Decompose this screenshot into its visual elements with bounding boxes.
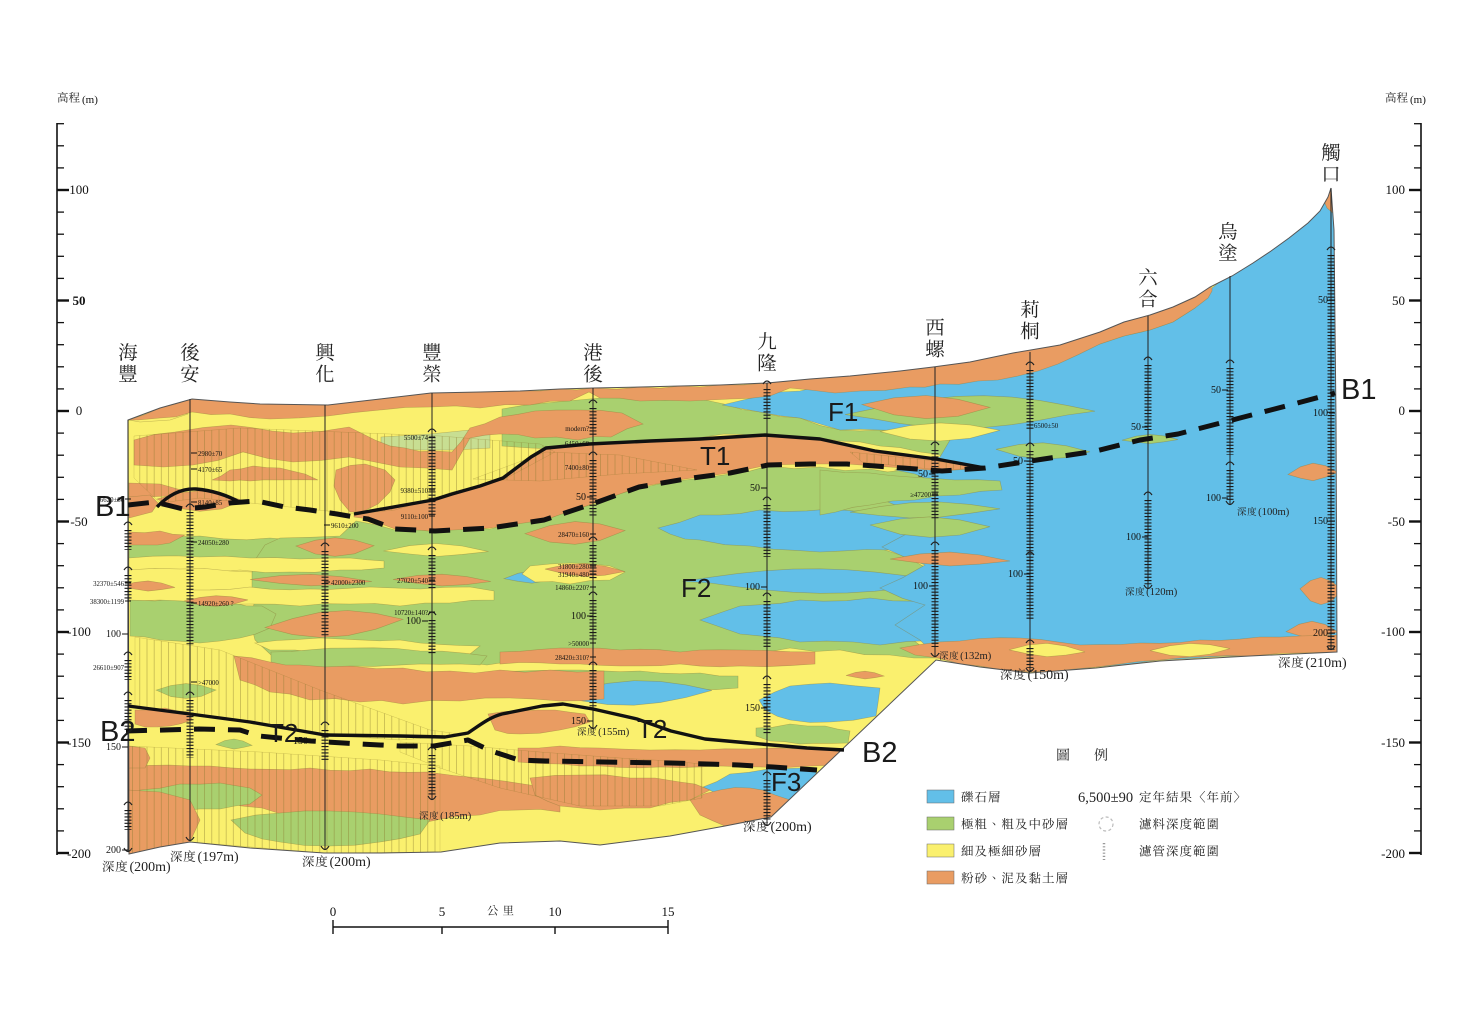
svg-text:4170±65: 4170±65: [198, 467, 223, 474]
svg-text:-150: -150: [67, 735, 91, 750]
svg-text:50: 50: [73, 293, 86, 308]
svg-text:200: 200: [106, 845, 121, 856]
svg-text:150: 150: [745, 703, 760, 714]
svg-text:2980±70: 2980±70: [198, 451, 223, 458]
svg-text:50: 50: [1392, 293, 1405, 308]
svg-text:10720±140?: 10720±140?: [394, 610, 428, 617]
svg-text:(100m): (100m): [1258, 507, 1290, 518]
svg-text:modern?: modern?: [565, 426, 589, 433]
svg-text:200: 200: [1313, 628, 1328, 639]
svg-text:>50000: >50000: [568, 641, 589, 648]
svg-text:(150m): (150m): [1028, 668, 1070, 683]
svg-text:(m): (m): [1410, 94, 1426, 106]
svg-text:50: 50: [576, 492, 586, 503]
svg-text:6450±60: 6450±60: [565, 441, 590, 448]
svg-text:(200m): (200m): [330, 855, 372, 870]
svg-text:7400±80: 7400±80: [565, 465, 590, 472]
svg-text:14920±260 ?: 14920±260 ?: [198, 601, 234, 608]
svg-text:100: 100: [1008, 569, 1023, 580]
svg-text:(185m): (185m): [440, 811, 472, 822]
svg-text:9610±200: 9610±200: [331, 523, 359, 530]
svg-text:(200m): (200m): [130, 860, 172, 875]
svg-text:F3: F3: [771, 767, 801, 797]
svg-text:42000±2300: 42000±2300: [331, 580, 366, 587]
svg-text:F1: F1: [828, 397, 858, 427]
svg-text:10: 10: [549, 904, 562, 919]
svg-text:B2: B2: [100, 716, 135, 748]
svg-text:50: 50: [1131, 422, 1141, 433]
svg-text:9380±510: 9380±510: [400, 488, 428, 495]
svg-text:5500±74: 5500±74: [404, 435, 429, 442]
svg-text:150: 150: [571, 716, 586, 727]
svg-text:(m): (m): [82, 94, 98, 106]
svg-text:>47000: >47000: [198, 680, 219, 687]
svg-text:150: 150: [106, 742, 121, 753]
svg-text:28470±160: 28470±160: [558, 532, 590, 539]
svg-text:27020±540: 27020±540: [397, 578, 429, 585]
svg-text:38300±1199: 38300±1199: [90, 599, 125, 606]
svg-text:0: 0: [330, 904, 337, 919]
svg-text:50: 50: [1211, 385, 1221, 396]
svg-text:100: 100: [69, 182, 89, 197]
svg-text:100: 100: [1313, 408, 1328, 419]
svg-text:50: 50: [750, 483, 760, 494]
svg-text:(197m): (197m): [198, 850, 240, 865]
svg-text:28420±310?: 28420±310?: [555, 655, 589, 662]
svg-text:≥47200: ≥47200: [910, 492, 931, 499]
svg-text:14860±220?: 14860±220?: [555, 585, 589, 592]
svg-text:T2: T2: [268, 718, 298, 748]
svg-text:50: 50: [1318, 295, 1328, 306]
svg-text:(120m): (120m): [1146, 587, 1178, 598]
svg-text:B1: B1: [1341, 374, 1376, 406]
svg-text:(210m): (210m): [1306, 656, 1348, 671]
svg-text:150: 150: [1313, 516, 1328, 527]
svg-text:24050±280: 24050±280: [198, 540, 230, 547]
svg-text:100: 100: [1386, 182, 1406, 197]
svg-text:0: 0: [76, 403, 83, 418]
svg-text:100: 100: [1126, 532, 1141, 543]
svg-text:6500±50: 6500±50: [1034, 423, 1059, 430]
svg-text:26610±907: 26610±907: [93, 665, 125, 672]
svg-text:B1: B1: [95, 491, 130, 523]
svg-text:31940±480: 31940±480: [558, 572, 590, 579]
svg-text:15: 15: [662, 904, 675, 919]
svg-text:(155m): (155m): [598, 727, 630, 738]
svg-text:100: 100: [1206, 493, 1221, 504]
svg-text:B2: B2: [862, 737, 897, 769]
svg-text:50: 50: [918, 469, 928, 480]
svg-text:T1: T1: [700, 441, 730, 471]
svg-text:0: 0: [1399, 403, 1406, 418]
svg-text:-50: -50: [1388, 514, 1405, 529]
svg-text:31800±280: 31800±280: [558, 564, 590, 571]
svg-text:8140±85: 8140±85: [198, 500, 223, 507]
svg-text:F2: F2: [681, 573, 711, 603]
svg-text:150: 150: [293, 736, 308, 747]
svg-text:100: 100: [745, 582, 760, 593]
svg-text:(132m): (132m): [960, 651, 992, 662]
svg-text:-100: -100: [67, 624, 91, 639]
svg-text:100: 100: [571, 611, 586, 622]
svg-text:6,500±90: 6,500±90: [1078, 790, 1133, 806]
svg-text:5: 5: [439, 904, 446, 919]
svg-text:50: 50: [1013, 456, 1023, 467]
svg-text:32370±546: 32370±546: [93, 581, 125, 588]
svg-text:6620±80: 6620±80: [100, 497, 125, 504]
svg-text:T2: T2: [637, 714, 667, 744]
svg-text:-100: -100: [1381, 624, 1405, 639]
svg-text:100: 100: [106, 629, 121, 640]
svg-text:9110±100: 9110±100: [401, 514, 429, 521]
svg-text:(200m): (200m): [771, 820, 813, 835]
svg-text:-50: -50: [70, 514, 87, 529]
svg-text:100: 100: [406, 616, 421, 627]
svg-text:-200: -200: [67, 846, 91, 861]
svg-text:-150: -150: [1381, 735, 1405, 750]
svg-text:100: 100: [913, 581, 928, 592]
svg-text:-200: -200: [1381, 846, 1405, 861]
